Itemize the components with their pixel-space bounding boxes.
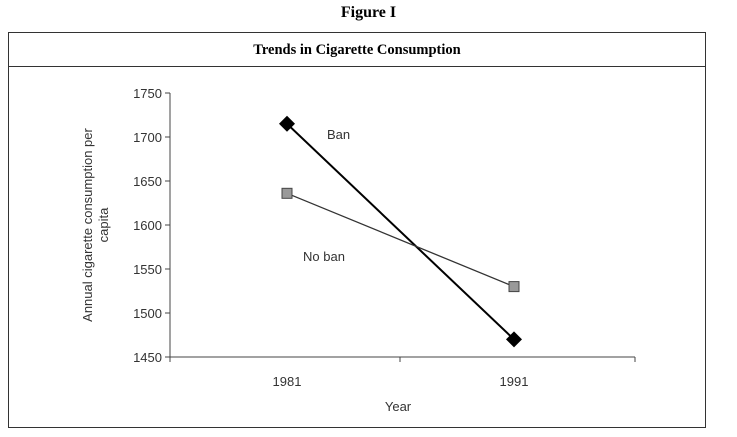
x-axis-label: Year — [385, 399, 412, 414]
y-ticks: 1450 1500 1550 1600 1650 1700 1750 — [133, 86, 170, 365]
y-tick-label: 1550 — [133, 262, 162, 277]
series-line — [286, 192, 515, 288]
y-tick-label: 1700 — [133, 130, 162, 145]
data-point-diamond — [506, 331, 522, 348]
x-ticks: 1981 1991 — [169, 357, 636, 389]
chart-title: Trends in Cigarette Consumption — [9, 33, 705, 67]
y-tick-label: 1450 — [133, 350, 162, 365]
data-point-square — [508, 281, 520, 293]
x-tick-label: 1991 — [500, 374, 529, 389]
figure-frame: Trends in Cigarette Consumption — [8, 32, 706, 428]
series-label: No ban — [303, 249, 345, 264]
figure-label: Figure I — [340, 4, 397, 21]
y-tick-label: 1750 — [133, 86, 162, 101]
series-label: Ban — [327, 127, 350, 142]
data-point-diamond — [279, 115, 295, 132]
x-tick-label: 1981 — [273, 374, 302, 389]
axes — [169, 93, 635, 358]
y-tick-label: 1600 — [133, 218, 162, 233]
y-tick-label: 1650 — [133, 174, 162, 189]
series-layer: Ban No ban — [279, 115, 522, 348]
series-line — [286, 123, 515, 341]
data-point-square — [281, 187, 293, 199]
y-tick-label: 1500 — [133, 306, 162, 321]
y-axis-label: Annual cigarette consumption percapita — [80, 127, 111, 321]
